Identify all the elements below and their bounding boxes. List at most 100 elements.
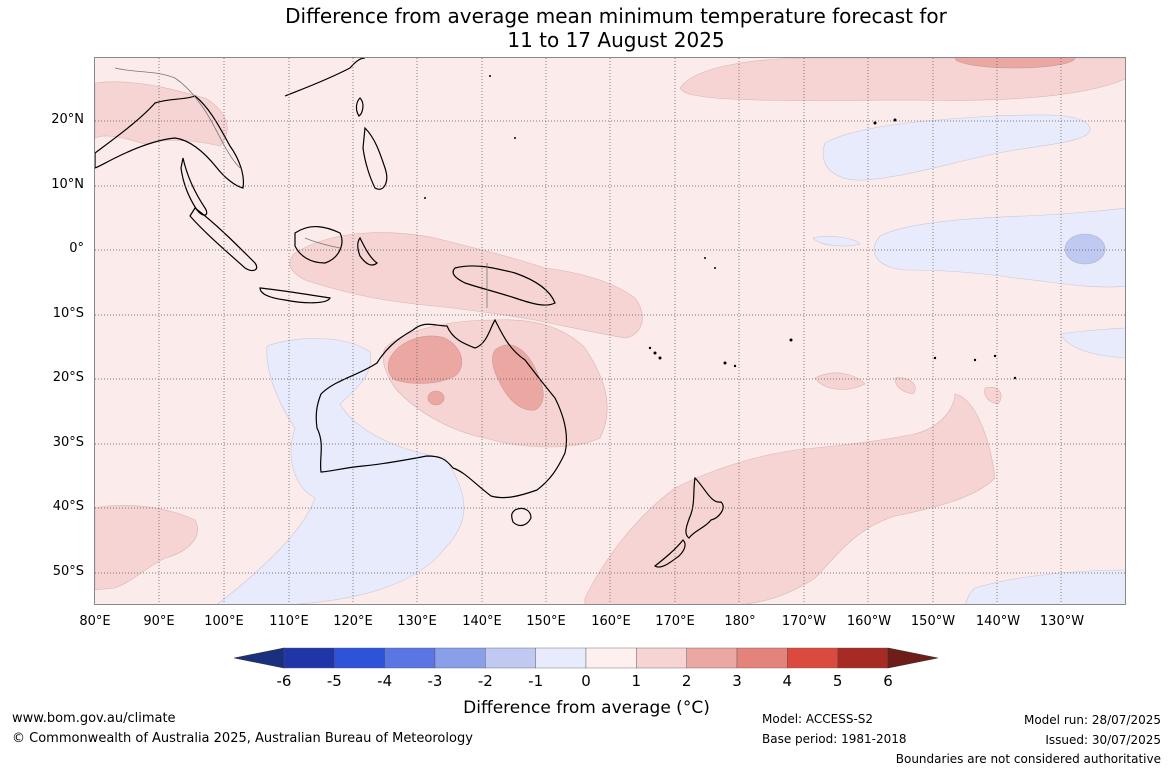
- anomaly-warm-maritime: [289, 232, 643, 339]
- colorbar-high-extend: [887, 647, 938, 669]
- lon-label-130w: 130°W: [1039, 614, 1085, 629]
- lat-label-10n: 10°N: [51, 177, 84, 192]
- colorbar-tick-label: -1: [528, 672, 544, 690]
- colorbar-cell: [787, 647, 838, 669]
- forecast-map: [94, 57, 1126, 605]
- anomaly-cool-core: [1064, 233, 1106, 265]
- map-svg: [95, 58, 1125, 604]
- lon-label-160w: 160°W: [846, 614, 892, 629]
- colorbar-cell: [535, 647, 587, 669]
- lon-label-140w: 140°W: [975, 614, 1021, 629]
- coastline-borneo: [294, 226, 343, 264]
- gridlines: [95, 58, 1125, 604]
- chart-title: Difference from average mean minimum tem…: [0, 4, 1173, 52]
- colorbar-cell: [384, 647, 436, 669]
- anomaly-cool-central-pacific: [822, 114, 1091, 181]
- anomaly-warmer-kimberley: [387, 335, 463, 384]
- lon-label-130e: 130°E: [397, 614, 437, 629]
- anomaly-cool-west-australia: [217, 338, 465, 604]
- colorbar-tick-label: -2: [477, 672, 493, 690]
- footer-issued: Issued: 30/07/2025: [1045, 733, 1161, 747]
- colorbar-cell: [736, 647, 788, 669]
- footer-boundaries: Boundaries are not considered authoritat…: [895, 752, 1161, 766]
- border-borneo: [304, 237, 341, 249]
- colorbar-cell: [485, 647, 536, 669]
- coastline-philippines: [362, 126, 388, 190]
- pacific-islands: [424, 75, 1017, 380]
- lon-label-150e: 150°E: [526, 614, 566, 629]
- anomaly-warmer-small: [427, 390, 445, 406]
- anomaly-warm-pacific-south: [894, 377, 916, 395]
- anomaly-cool-equatorial-pacific: [873, 207, 1125, 288]
- coastline-mainland-sea: [95, 95, 245, 189]
- colorbar-tick-label: 4: [782, 672, 793, 690]
- lat-label-20n: 20°N: [51, 112, 84, 127]
- colorbar-tick-label: -6: [276, 672, 292, 690]
- colorbar-cell: [434, 647, 486, 669]
- lat-label-10s: 10°S: [52, 306, 84, 321]
- colorbar-cell: [585, 647, 637, 669]
- colorbar-tick-label: 0: [581, 672, 591, 690]
- title-line-1: Difference from average mean minimum tem…: [285, 4, 947, 28]
- colorbar-cell: [334, 647, 385, 669]
- anomaly-warmer-queensland: [492, 344, 544, 411]
- anomaly-cool-patch-small: [812, 236, 861, 247]
- colorbar-tick-label: 2: [681, 672, 692, 690]
- coastline-sulawesi: [357, 236, 378, 266]
- lon-label-160e: 160°E: [591, 614, 631, 629]
- lat-label-20s: 20°S: [52, 370, 84, 385]
- anomaly-warm-northwest-pacific: [679, 58, 1125, 101]
- anomaly-warmer-north: [954, 58, 1076, 69]
- footer-model: Model: ACCESS-S2: [762, 712, 874, 726]
- colorbar-cell: [686, 647, 738, 669]
- footer-website: www.bom.gov.au/climate: [12, 711, 176, 726]
- lon-label-120e: 120°E: [333, 614, 373, 629]
- colorbar-tick-label: 6: [883, 672, 893, 690]
- lon-label-170e: 170°E: [655, 614, 695, 629]
- footer-copyright: © Commonwealth of Australia 2025, Austra…: [12, 731, 473, 746]
- anomaly-cool-east-pacific: [1059, 327, 1125, 359]
- colorbar-title-unit: °C: [682, 698, 704, 718]
- lon-label-80e: 80°E: [79, 614, 111, 629]
- coastline-new-guinea: [452, 265, 556, 306]
- coastline-java: [259, 287, 331, 304]
- colorbar-cell: [283, 647, 335, 669]
- colorbar-cells: [283, 647, 889, 669]
- coastline-sumatra: [189, 207, 258, 272]
- country-borders: [114, 67, 488, 308]
- colorbar-title-text: Difference from average (: [463, 698, 683, 718]
- colorbar: [234, 647, 938, 669]
- coastline-australia: [315, 318, 568, 499]
- border-indochina: [114, 67, 241, 169]
- coastline-malay-peninsula: [180, 157, 208, 216]
- colorbar-tick-label: -5: [326, 672, 342, 690]
- coastline-new-zealand-north: [685, 476, 724, 539]
- colorbar-tick-label: -4: [377, 672, 393, 690]
- colorbar-tick-label: 5: [832, 672, 843, 690]
- colorbar-low-extend: [234, 647, 285, 669]
- colorbar-title-close: ): [703, 698, 710, 718]
- colorbar-cell: [636, 647, 687, 669]
- lat-label-50s: 50°S: [52, 564, 84, 579]
- title-line-2: 11 to 17 August 2025: [507, 28, 725, 52]
- colorbar-tick-label: 1: [631, 672, 642, 690]
- colorbar-tick-label: 3: [732, 672, 742, 690]
- footer-base-period: Base period: 1981-2018: [762, 732, 907, 746]
- coastline-taiwan: [355, 97, 364, 117]
- anomaly-warm-southeast-asia: [95, 81, 228, 147]
- lat-label-30s: 30°S: [52, 435, 84, 450]
- lon-label-90e: 90°E: [143, 614, 175, 629]
- anomaly-warm-southwest: [95, 505, 198, 591]
- lat-label-0: 0°: [69, 241, 84, 256]
- colorbar-title: Difference from average (°C): [0, 698, 1173, 718]
- lon-label-100e: 100°E: [204, 614, 244, 629]
- lon-label-150w: 150°W: [910, 614, 956, 629]
- lon-label-110e: 110°E: [269, 614, 309, 629]
- colorbar-tick-label: -3: [427, 672, 443, 690]
- lon-label-170w: 170°W: [781, 614, 827, 629]
- coastline-tasmania: [511, 507, 532, 527]
- coastlines: [95, 58, 724, 568]
- anomaly-cool-southeast-pacific: [965, 569, 1125, 604]
- footer-model-run: Model run: 28/07/2025: [1023, 713, 1161, 727]
- coastline-new-zealand-south: [653, 539, 686, 568]
